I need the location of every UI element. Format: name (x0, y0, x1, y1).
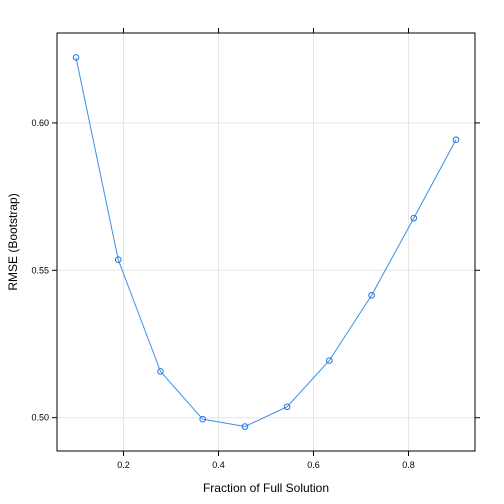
data-point (326, 357, 333, 364)
data-point (368, 292, 375, 299)
data-point (241, 423, 249, 430)
y-tick-label: 0.50 (31, 413, 49, 423)
series-line (75, 57, 457, 428)
x-tick-label: 0.2 (117, 460, 130, 470)
y-tick-label: 0.55 (31, 265, 49, 275)
data-point (72, 54, 80, 61)
data-point (114, 256, 122, 263)
y-axis-title: RMSE (Bootstrap) (6, 193, 20, 290)
data-point (199, 415, 206, 423)
plot-frame (56, 32, 476, 452)
series-layer (72, 54, 460, 430)
y-tick-label: 0.60 (31, 118, 49, 128)
x-axis-title: Fraction of Full Solution (203, 481, 329, 495)
x-tick-label: 0.6 (307, 460, 320, 470)
data-point (283, 403, 291, 411)
data-point (410, 214, 418, 222)
data-point (452, 136, 460, 144)
x-tick-label: 0.8 (402, 460, 415, 470)
data-point (157, 368, 164, 375)
grid-layer (57, 33, 475, 451)
tick-layer: 0.2 0.4 0.6 0.8 0.50 0.55 0.60 (31, 28, 480, 470)
x-tick-label: 0.4 (212, 460, 225, 470)
